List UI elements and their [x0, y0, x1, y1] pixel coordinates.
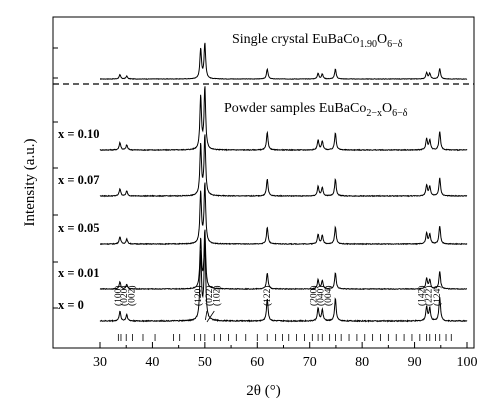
miller-index-label: (124) [432, 285, 443, 306]
x-tick-label: 40 [145, 355, 159, 370]
miller-index-label: (004) [323, 285, 334, 306]
series-label: x = 0 [58, 298, 84, 312]
x-axis-label: 2θ (°) [246, 383, 280, 399]
x-tick-label: 60 [250, 355, 264, 370]
series-label: x = 0.10 [58, 127, 100, 141]
miller-index-label: (100) [113, 285, 124, 306]
miller-index-label: (020) [119, 285, 130, 306]
plot-border [52, 16, 475, 349]
series-curve-4 [99, 229, 467, 291]
miller-index-label: (040) [316, 285, 327, 306]
miller-index-label: (122) [262, 285, 273, 306]
index-connector [206, 310, 215, 323]
series-curve-0 [100, 42, 468, 80]
miller-index-label: (102) [211, 285, 222, 306]
series-curve-5 [99, 238, 468, 323]
x-tick-label: 90 [408, 355, 422, 370]
miller-index-label: (002) [126, 285, 137, 306]
miller-index-label: (142) [416, 285, 427, 306]
series-curve-2 [99, 134, 468, 198]
miller-index-label: (222) [424, 285, 435, 306]
series-curve-3 [100, 182, 468, 246]
series-label: x = 0.07 [58, 173, 100, 187]
x-tick-label: 30 [93, 355, 107, 370]
bottom-panel-title: Powder samples EuBaCo2−xO6−δ [224, 101, 408, 119]
y-axis-label: Intensity (a.u.) [22, 139, 38, 227]
labels-layer: 30 40 50 60 70 80 90 100 2θ (°) Intensity (a.u.) x… [22, 32, 478, 399]
diffraction-curves [99, 42, 468, 341]
series-curve-1 [99, 86, 468, 152]
plot-frame [52, 16, 475, 349]
series-label: x = 0.05 [58, 221, 100, 235]
x-tick-label: 50 [198, 355, 212, 370]
miller-index-label: (200) [308, 285, 319, 306]
x-tick-label: 100 [457, 355, 478, 370]
miller-index-label: (022) [204, 285, 215, 306]
x-tick-label: 80 [355, 355, 369, 370]
series-label: x = 0.01 [58, 266, 100, 280]
miller-index-label: (120) [193, 285, 204, 306]
index-connector [204, 310, 208, 321]
top-panel-title: Single crystal EuBaCo1.90O6−δ [232, 32, 403, 50]
x-tick-label: 70 [303, 355, 317, 370]
